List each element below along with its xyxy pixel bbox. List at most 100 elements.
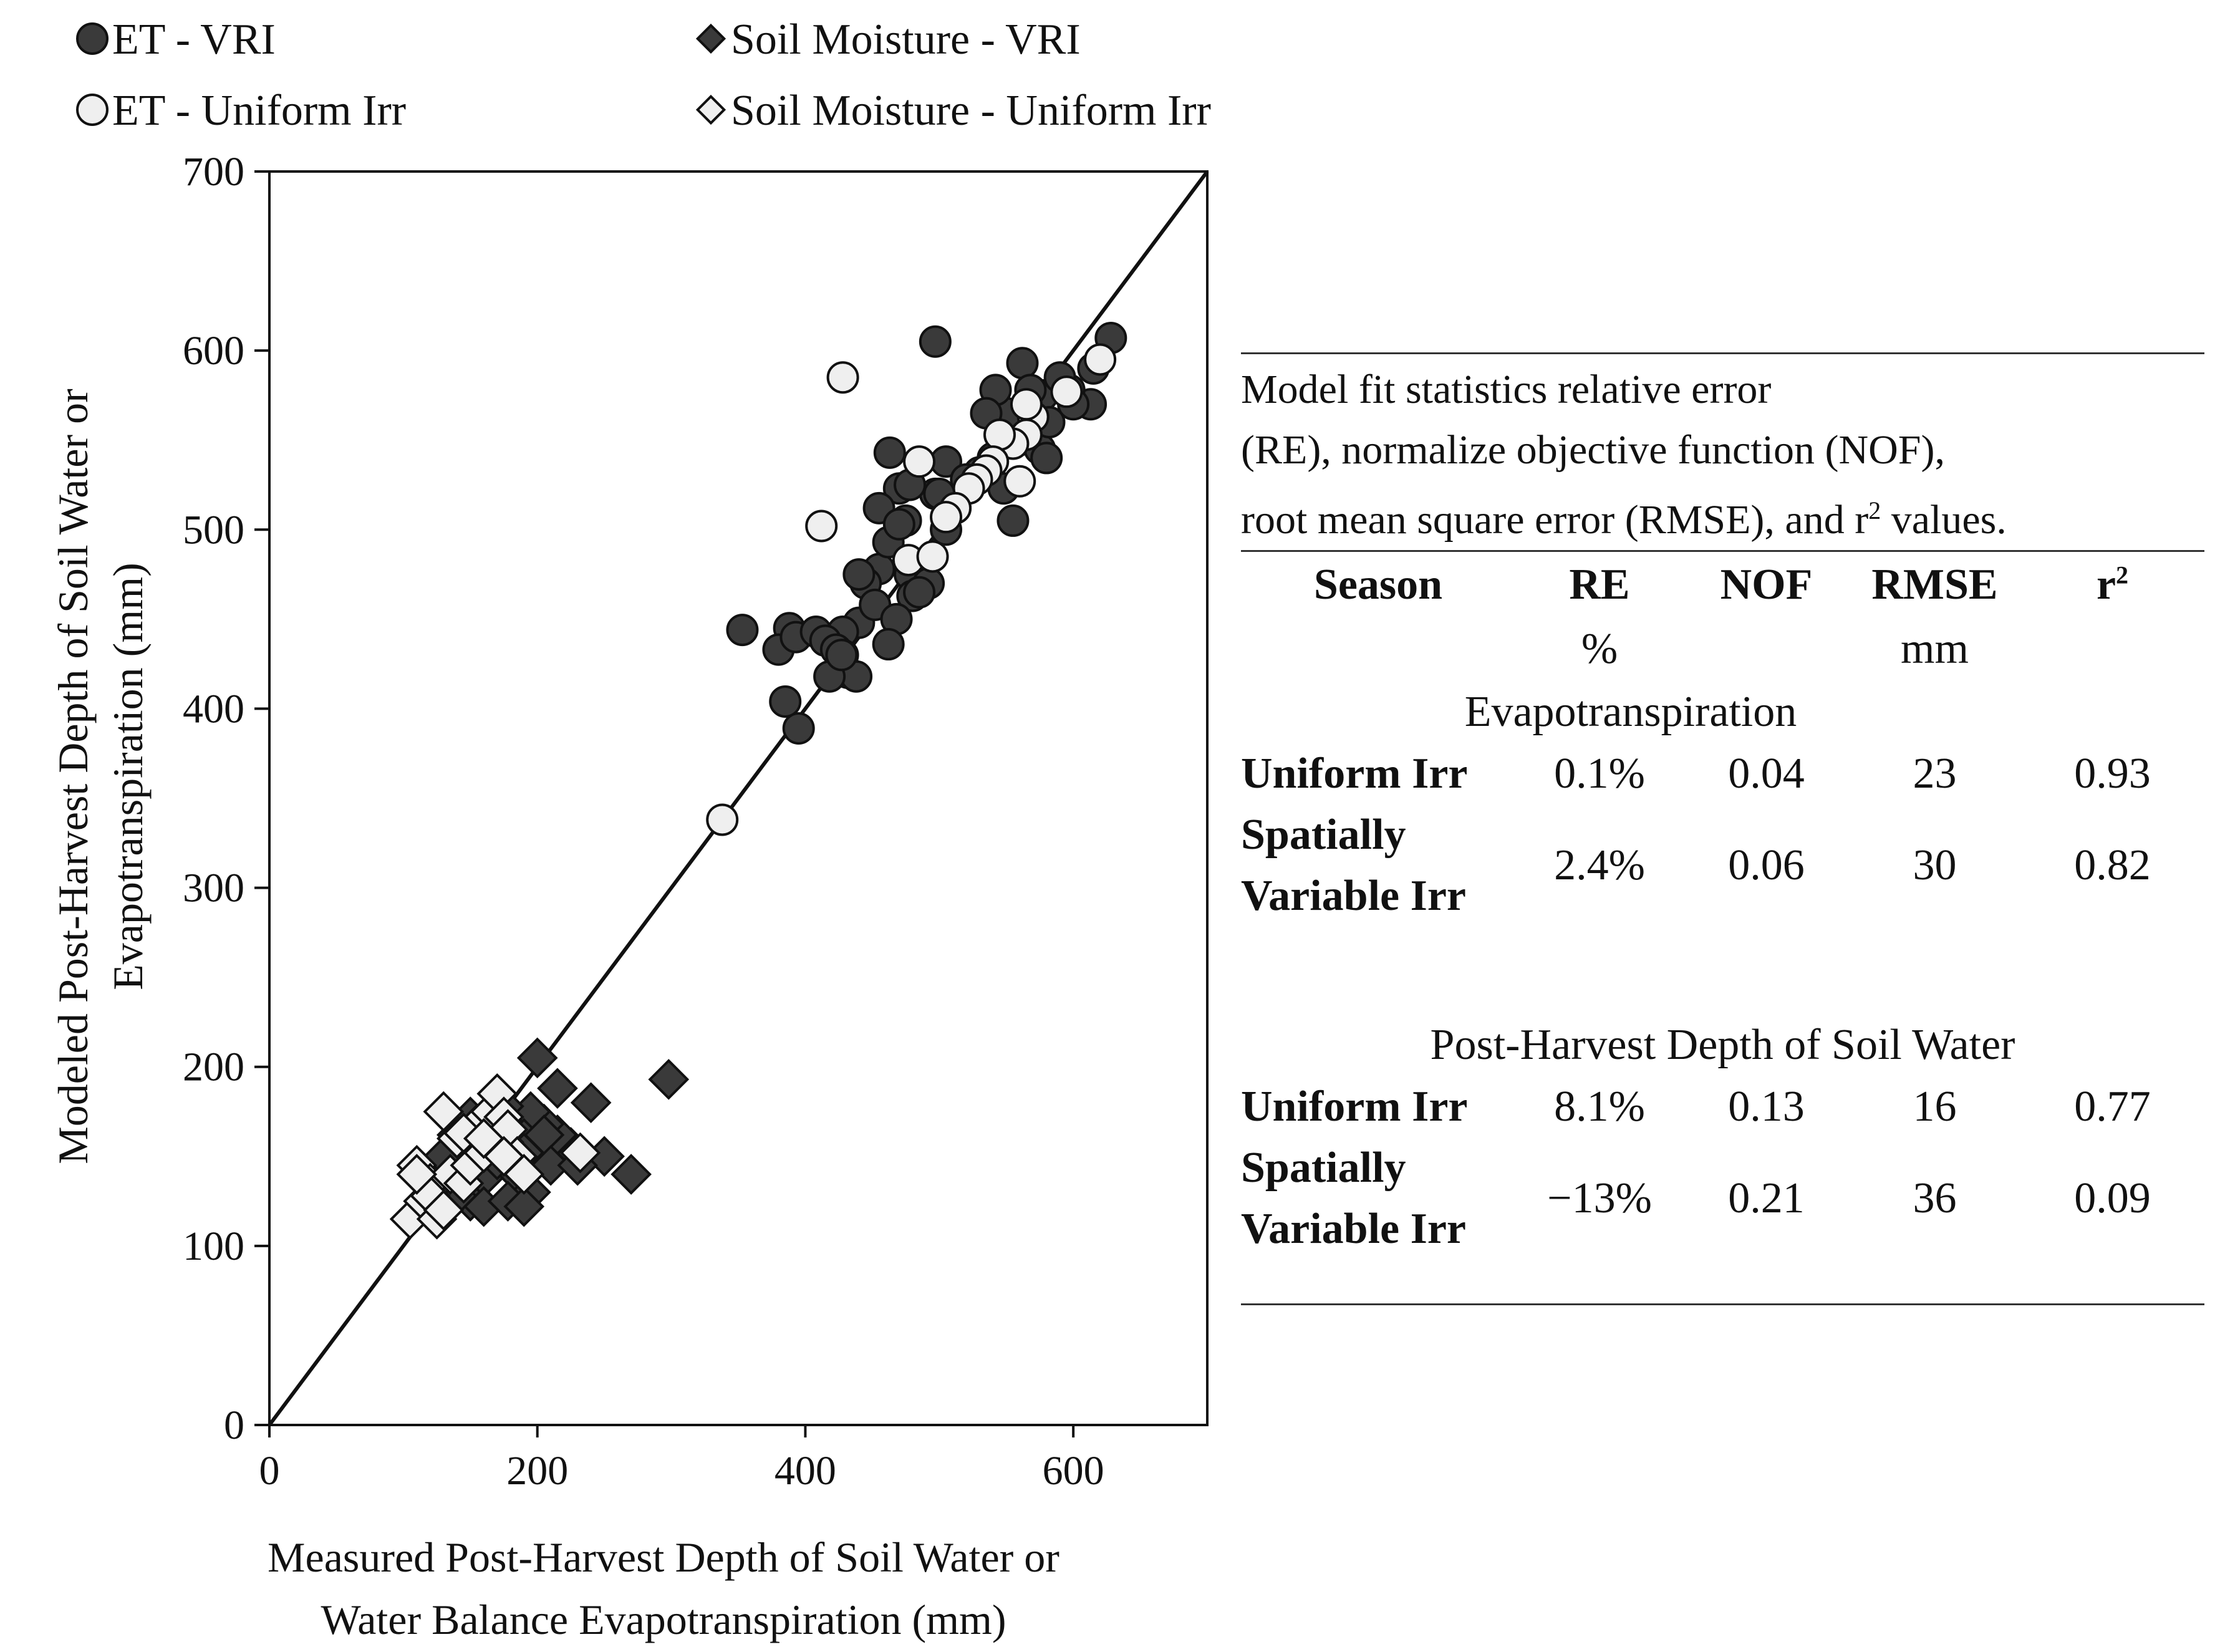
point-et-uniform-irr bbox=[826, 361, 859, 394]
table-row: Uniform Irr 0.1% 0.04 23 0.93 bbox=[1241, 743, 2204, 804]
cell-r2: 0.93 bbox=[2074, 750, 2151, 798]
cell-re: 2.4% bbox=[1554, 841, 1645, 889]
point-soil-moisture-vri bbox=[648, 1058, 690, 1100]
unit-re: % bbox=[1581, 625, 1618, 673]
point-soil-moisture-uniform-irr bbox=[559, 1132, 601, 1174]
col-header-nof: NOF bbox=[1720, 560, 1813, 609]
point-et-vri bbox=[873, 436, 906, 469]
plot-frame bbox=[268, 170, 1209, 1426]
point-et-uniform-irr bbox=[805, 510, 838, 543]
stats-table: Season RE NOF RMSE r2 % mm Evapotranspir… bbox=[1241, 552, 2204, 1260]
point-et-vri bbox=[825, 639, 858, 672]
legend-marker bbox=[76, 22, 109, 55]
legend-label: Soil Moisture - VRI bbox=[731, 16, 1081, 64]
legend-label: ET - Uniform Irr bbox=[112, 87, 406, 135]
point-et-vri bbox=[903, 576, 936, 609]
row-label: Uniform Irr bbox=[1241, 1083, 1468, 1131]
section-title-row: Evapotranspiration bbox=[1241, 681, 2204, 743]
cell-rmse: 30 bbox=[1913, 841, 1957, 889]
row-label: Uniform Irr bbox=[1241, 750, 1468, 798]
caption-line-3: root mean square error (RMSE), and r2 va… bbox=[1241, 496, 2007, 543]
point-et-vri bbox=[1006, 347, 1039, 380]
cell-nof: 0.21 bbox=[1728, 1174, 1805, 1222]
y-tick-label: 300 bbox=[183, 866, 244, 911]
point-soil-moisture-vri bbox=[516, 1037, 558, 1079]
y-tick-label: 600 bbox=[183, 328, 244, 374]
point-soil-moisture-vri bbox=[503, 1186, 545, 1227]
point-et-vri bbox=[842, 558, 876, 591]
col-header-r2: r2 bbox=[2096, 560, 2129, 609]
point-et-vri bbox=[882, 508, 915, 541]
chart-points bbox=[389, 322, 1127, 1240]
legend-marker bbox=[695, 94, 726, 125]
header-row: Season RE NOF RMSE r2 bbox=[1241, 552, 2204, 617]
y-axis-label-line-1: Modeled Post-Harvest Depth of Soil Water… bbox=[49, 389, 97, 1164]
row-label: Spatially Variable Irr bbox=[1241, 811, 1466, 920]
x-axis-label-line-1: Measured Post-Harvest Depth of Soil Wate… bbox=[268, 1534, 1059, 1581]
section-title-et: Evapotranspiration bbox=[1464, 688, 1797, 736]
point-soil-moisture-uniform-irr bbox=[483, 1136, 524, 1177]
point-et-uniform-irr bbox=[930, 501, 963, 534]
legend-marker bbox=[76, 94, 109, 126]
cell-rmse: 16 bbox=[1913, 1083, 1957, 1131]
point-et-vri bbox=[726, 614, 759, 647]
cell-nof: 0.06 bbox=[1728, 841, 1805, 889]
point-et-vri bbox=[769, 685, 802, 718]
row-label: Spatially Variable Irr bbox=[1241, 1144, 1466, 1253]
section-title-soil: Post-Harvest Depth of Soil Water bbox=[1430, 1021, 2015, 1069]
point-et-uniform-irr bbox=[1050, 375, 1083, 408]
point-et-uniform-irr bbox=[1003, 465, 1036, 498]
chart-legend: ET - VRI Soil Moisture - VRI ET - Uniform … bbox=[76, 16, 1211, 135]
point-et-vri bbox=[1030, 442, 1063, 475]
table-row: Spatially Variable Irr 2.4% 0.06 30 0.82 bbox=[1241, 804, 2204, 927]
table-row: Spatially Variable Irr −13% 0.21 36 0.09 bbox=[1241, 1138, 2204, 1260]
point-et-uniform-irr bbox=[983, 418, 1016, 452]
units-row: % mm bbox=[1241, 617, 2204, 681]
table-top-rule bbox=[1241, 352, 2204, 354]
caption-line-1: Model fit statistics relative error bbox=[1241, 367, 1772, 412]
legend-label: ET - VRI bbox=[112, 16, 276, 64]
table-header-rule bbox=[1241, 550, 2204, 552]
point-soil-moisture-uniform-irr bbox=[423, 1189, 465, 1231]
col-header-season: Season bbox=[1313, 560, 1443, 609]
model-fit-stats-table: Model fit statistics relative error (RE)… bbox=[1241, 352, 2204, 1305]
caption-line-2: (RE), normalize objective function (NOF)… bbox=[1241, 427, 1945, 473]
x-tick-label: 600 bbox=[1043, 1448, 1104, 1494]
point-et-uniform-irr bbox=[1010, 388, 1043, 421]
legend-item: Soil Moisture - Uniform Irr bbox=[695, 87, 1211, 135]
x-tick-label: 200 bbox=[506, 1448, 568, 1494]
point-et-uniform-irr bbox=[903, 445, 936, 478]
point-et-uniform-irr bbox=[1084, 343, 1117, 376]
point-soil-moisture-uniform-irr bbox=[423, 1091, 465, 1133]
cell-re: 8.1% bbox=[1554, 1083, 1645, 1131]
y-tick-label: 700 bbox=[183, 149, 244, 195]
legend-item: ET - VRI bbox=[76, 16, 276, 64]
y-tick-label: 200 bbox=[183, 1045, 244, 1090]
table-row: Uniform Irr 8.1% 0.13 16 0.77 bbox=[1241, 1076, 2204, 1138]
y-tick-label: 500 bbox=[183, 507, 244, 553]
point-soil-moisture-vri bbox=[537, 1068, 578, 1109]
x-tick-label: 0 bbox=[259, 1448, 280, 1494]
legend-item: Soil Moisture - VRI bbox=[695, 16, 1081, 64]
cell-nof: 0.04 bbox=[1728, 750, 1805, 798]
y-axis-label-line-2: Evapotranspiration (mm) bbox=[104, 563, 152, 990]
y-tick-label: 100 bbox=[183, 1224, 244, 1269]
point-soil-moisture-vri bbox=[570, 1082, 612, 1123]
cell-r2: 0.77 bbox=[2074, 1083, 2151, 1131]
scatter-chart: ET - VRI Soil Moisture - VRI ET - Uniform … bbox=[49, 16, 1211, 1643]
y-tick-label: 0 bbox=[224, 1403, 244, 1448]
legend-label: Soil Moisture - Uniform Irr bbox=[731, 87, 1211, 135]
col-header-rmse: RMSE bbox=[1871, 560, 1998, 609]
cell-rmse: 23 bbox=[1913, 750, 1957, 798]
cell-r2: 0.09 bbox=[2074, 1174, 2151, 1222]
legend-marker bbox=[695, 23, 726, 54]
cell-rmse: 36 bbox=[1913, 1174, 1957, 1222]
table-caption: Model fit statistics relative error (RE)… bbox=[1241, 354, 2204, 550]
x-tick-label: 400 bbox=[775, 1448, 836, 1494]
point-et-vri bbox=[997, 504, 1030, 537]
section-title-row: Post-Harvest Depth of Soil Water bbox=[1241, 1014, 2204, 1076]
point-et-vri bbox=[782, 712, 815, 745]
point-et-vri bbox=[872, 628, 905, 661]
cell-nof: 0.13 bbox=[1728, 1083, 1805, 1131]
point-soil-moisture-uniform-irr bbox=[396, 1154, 438, 1195]
